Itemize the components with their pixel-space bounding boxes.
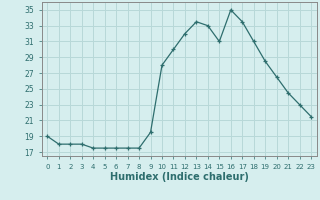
X-axis label: Humidex (Indice chaleur): Humidex (Indice chaleur) (110, 172, 249, 182)
